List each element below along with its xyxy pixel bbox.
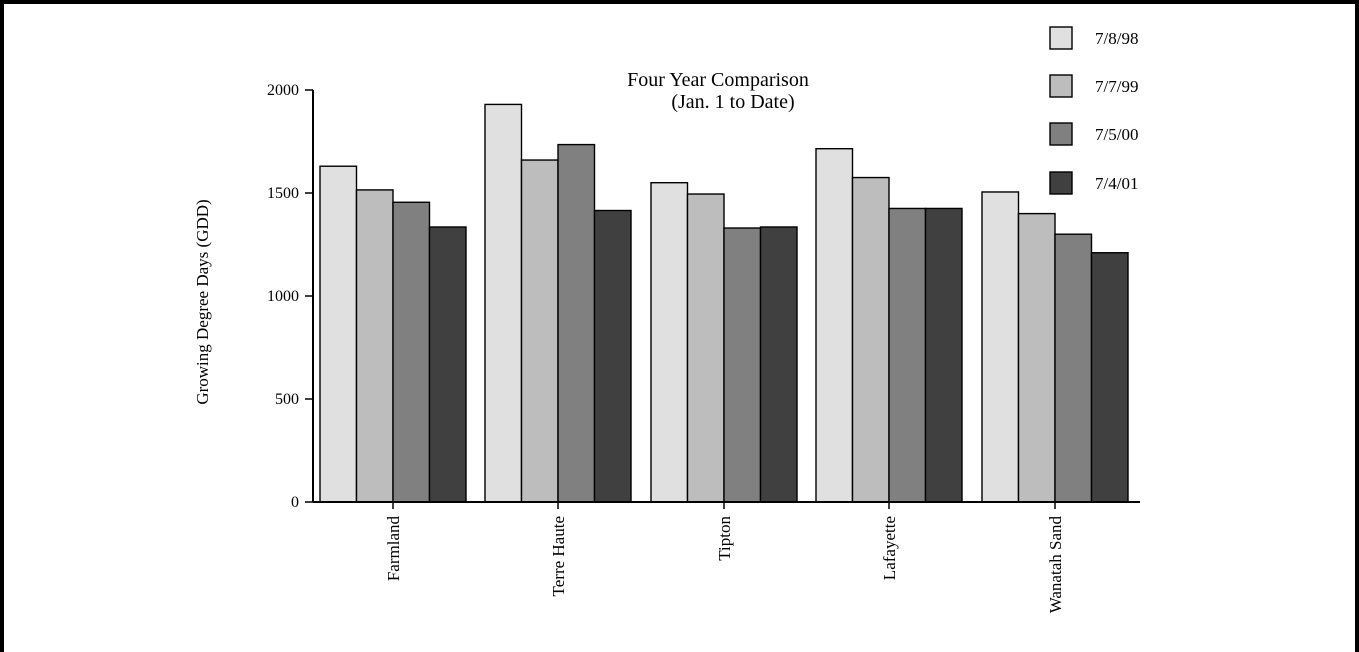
legend-swatch	[1049, 74, 1073, 98]
bar-farmland-3	[428, 226, 467, 503]
y-tick-label: 1000	[267, 288, 299, 305]
y-axis: 0 500 1000 1500 2000	[267, 82, 314, 511]
x-tick-label: Tipton	[715, 516, 734, 561]
bar-wanatah-sand-3	[1090, 252, 1129, 503]
bar-tipton-3	[759, 226, 798, 503]
bar-tipton-1	[686, 193, 725, 503]
y-axis-label: Growing Degree Days (GDD)	[193, 199, 212, 404]
bar-tipton-2	[723, 227, 762, 503]
legend-swatch	[1049, 171, 1073, 195]
bar-lafayette-2	[888, 207, 927, 503]
bar-terre-haute-3	[593, 209, 632, 503]
legend-label: 7/5/00	[1095, 125, 1138, 144]
legend-label: 7/7/99	[1095, 77, 1138, 96]
chart-title-group: Four Year Comparison (Jan. 1 to Date)	[627, 69, 809, 113]
y-tick-label: 500	[275, 391, 299, 408]
bar-lafayette-3	[924, 207, 963, 503]
x-tick-label: Farmland	[384, 516, 403, 582]
y-tick-label: 0	[291, 494, 299, 511]
chart-title: Four Year Comparison	[627, 69, 809, 91]
x-tick-label: Wanatah Sand	[1046, 516, 1065, 614]
bar-wanatah-sand-2	[1054, 233, 1093, 503]
legend-swatch	[1049, 122, 1073, 146]
bar-lafayette-1	[851, 176, 890, 503]
chart-subtitle: (Jan. 1 to Date)	[671, 91, 794, 113]
bar-terre-haute-2	[557, 143, 596, 503]
bars-group	[319, 103, 1129, 503]
bar-wanatah-sand-1	[1017, 212, 1056, 503]
y-tick-label: 2000	[267, 82, 299, 99]
legend-label: 7/8/98	[1095, 29, 1138, 48]
x-tick-label: Lafayette	[880, 516, 899, 580]
legend-swatch	[1049, 26, 1073, 50]
x-axis: Farmland Terre Haute Tipton Lafayette Wanata…	[313, 501, 1140, 614]
x-tick-label: Terre Haute	[549, 516, 568, 596]
bar-terre-haute-0	[484, 103, 523, 503]
bar-wanatah-sand-0	[981, 191, 1020, 503]
legend-label: 7/4/01	[1095, 174, 1138, 193]
bar-lafayette-0	[815, 148, 854, 503]
bar-terre-haute-1	[520, 159, 559, 503]
y-tick-label: 1500	[267, 185, 299, 202]
legend: 7/8/98 7/7/99 7/5/00 7/4/01	[1049, 26, 1138, 195]
bar-tipton-0	[650, 181, 689, 503]
bar-farmland-1	[355, 189, 394, 503]
bar-farmland-0	[319, 165, 358, 503]
bar-farmland-2	[392, 201, 431, 503]
